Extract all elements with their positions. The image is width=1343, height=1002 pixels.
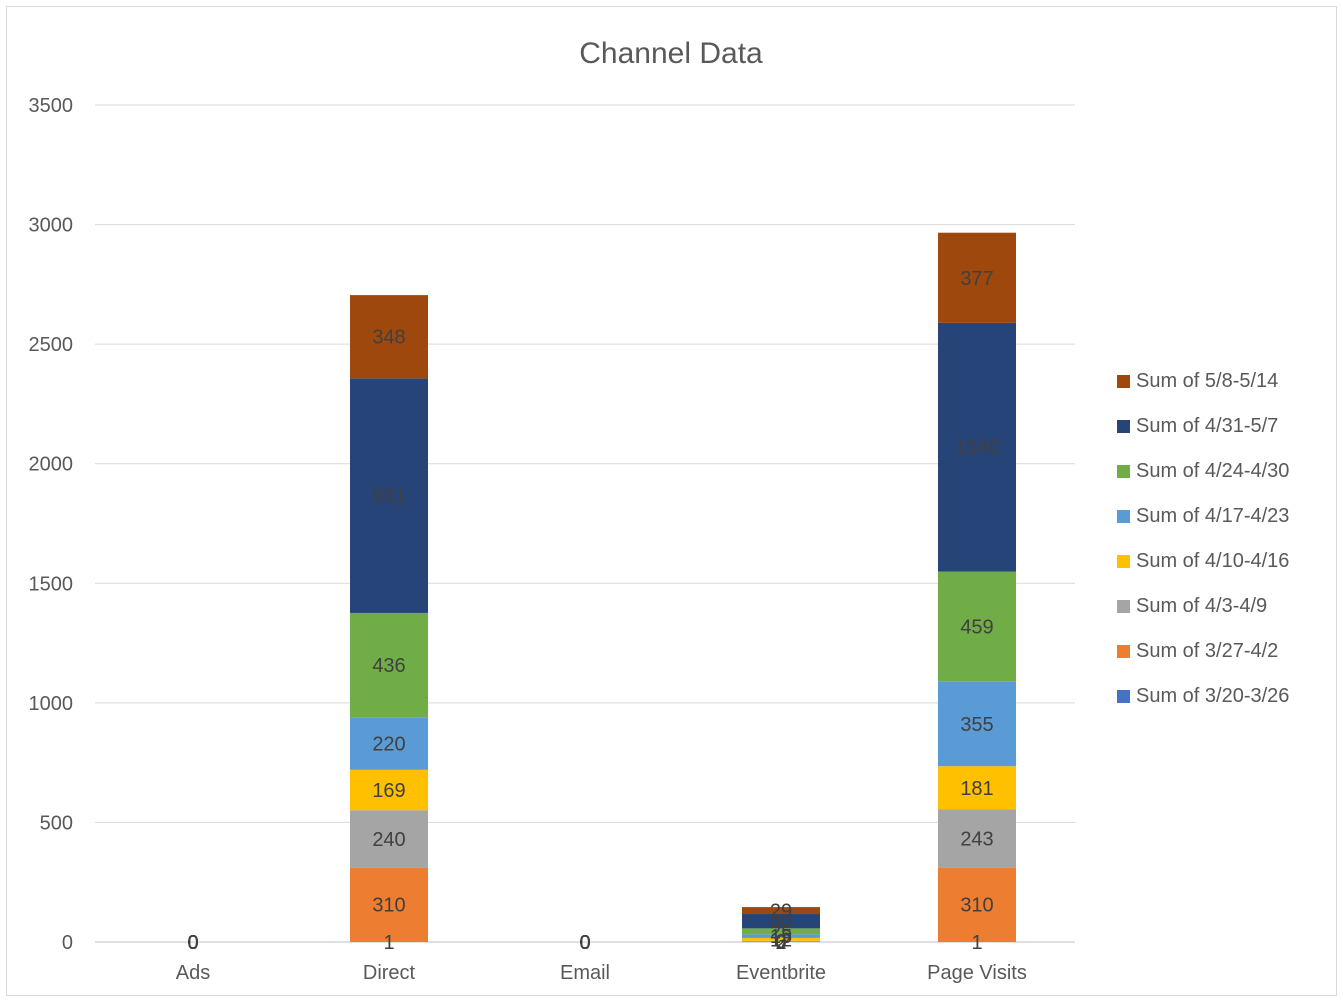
data-label: 240 bbox=[372, 829, 405, 851]
legend-swatch bbox=[1117, 375, 1130, 388]
x-tick-label: Page Visits bbox=[927, 962, 1027, 984]
y-tick-label: 2500 bbox=[29, 334, 74, 356]
legend-label: Sum of 4/24-4/30 bbox=[1136, 460, 1289, 482]
data-label: 377 bbox=[960, 268, 993, 290]
x-axis: Ads Direct Email Eventbrite Page Visits bbox=[176, 962, 1027, 984]
legend-item: Sum of 4/3-4/9 bbox=[1117, 595, 1267, 617]
legend-label: Sum of 5/8-5/14 bbox=[1136, 370, 1278, 392]
data-label: 310 bbox=[372, 895, 405, 917]
legend-swatch bbox=[1117, 510, 1130, 523]
x-tick-label: Ads bbox=[176, 962, 210, 984]
legend-item: Sum of 3/20-3/26 bbox=[1117, 685, 1289, 707]
legend-item: Sum of 3/27-4/2 bbox=[1117, 640, 1278, 662]
data-label: 348 bbox=[372, 327, 405, 349]
data-label: 1040 bbox=[955, 437, 1000, 459]
legend-label: Sum of 4/3-4/9 bbox=[1136, 595, 1267, 617]
y-tick-label: 1500 bbox=[29, 573, 74, 595]
data-label: 29 bbox=[770, 901, 792, 923]
legend-swatch bbox=[1117, 645, 1130, 658]
data-label: 1 bbox=[971, 932, 982, 954]
data-label: 459 bbox=[960, 616, 993, 638]
y-tick-label: 2000 bbox=[29, 454, 74, 476]
y-tick-label: 3000 bbox=[29, 215, 74, 237]
data-label: 220 bbox=[372, 734, 405, 756]
legend-item: Sum of 4/24-4/30 bbox=[1117, 460, 1289, 482]
data-label: 0 bbox=[187, 932, 198, 954]
data-label: 355 bbox=[960, 714, 993, 736]
chart-title: Channel Data bbox=[579, 37, 763, 70]
data-label: 169 bbox=[372, 780, 405, 802]
legend-label: Sum of 3/20-3/26 bbox=[1136, 685, 1289, 707]
legend-swatch bbox=[1117, 555, 1130, 568]
data-label: 981 bbox=[372, 486, 405, 508]
data-label: 181 bbox=[960, 778, 993, 800]
legend-item: Sum of 4/17-4/23 bbox=[1117, 505, 1289, 527]
x-tick-label: Email bbox=[560, 962, 610, 984]
legend-label: Sum of 3/27-4/2 bbox=[1136, 640, 1278, 662]
y-tick-label: 0 bbox=[62, 932, 73, 954]
data-label: 1 bbox=[383, 932, 394, 954]
legend-swatch bbox=[1117, 690, 1130, 703]
legend-item: Sum of 4/10-4/16 bbox=[1117, 550, 1289, 572]
chart-area: Channel Data 0 500 1000 1500 2000 2500 3000 350… bbox=[6, 6, 1337, 996]
stacked-bar-chart: Channel Data 0 500 1000 1500 2000 2500 3000 350… bbox=[7, 7, 1338, 997]
legend-item: Sum of 4/31-5/7 bbox=[1117, 415, 1278, 437]
bars bbox=[350, 233, 1016, 942]
legend-label: Sum of 4/31-5/7 bbox=[1136, 415, 1278, 437]
legend-item: Sum of 5/8-5/14 bbox=[1117, 370, 1278, 392]
legend-label: Sum of 4/10-4/16 bbox=[1136, 550, 1289, 572]
data-label: 0 bbox=[579, 932, 590, 954]
legend: Sum of 5/8-5/14 Sum of 4/31-5/7 Sum of 4/2… bbox=[1117, 370, 1289, 707]
legend-swatch bbox=[1117, 465, 1130, 478]
data-label: 310 bbox=[960, 895, 993, 917]
data-label: 243 bbox=[960, 829, 993, 851]
y-tick-label: 1000 bbox=[29, 693, 74, 715]
y-tick-label: 3500 bbox=[29, 95, 74, 117]
data-label: 436 bbox=[372, 655, 405, 677]
x-tick-label: Direct bbox=[363, 962, 416, 984]
y-axis: 0 500 1000 1500 2000 2500 3000 3500 bbox=[29, 95, 74, 954]
x-tick-label: Eventbrite bbox=[736, 962, 826, 984]
legend-swatch bbox=[1117, 420, 1130, 433]
gridlines bbox=[95, 105, 1075, 942]
y-tick-label: 500 bbox=[40, 812, 73, 834]
legend-label: Sum of 4/17-4/23 bbox=[1136, 505, 1289, 527]
legend-swatch bbox=[1117, 600, 1130, 613]
